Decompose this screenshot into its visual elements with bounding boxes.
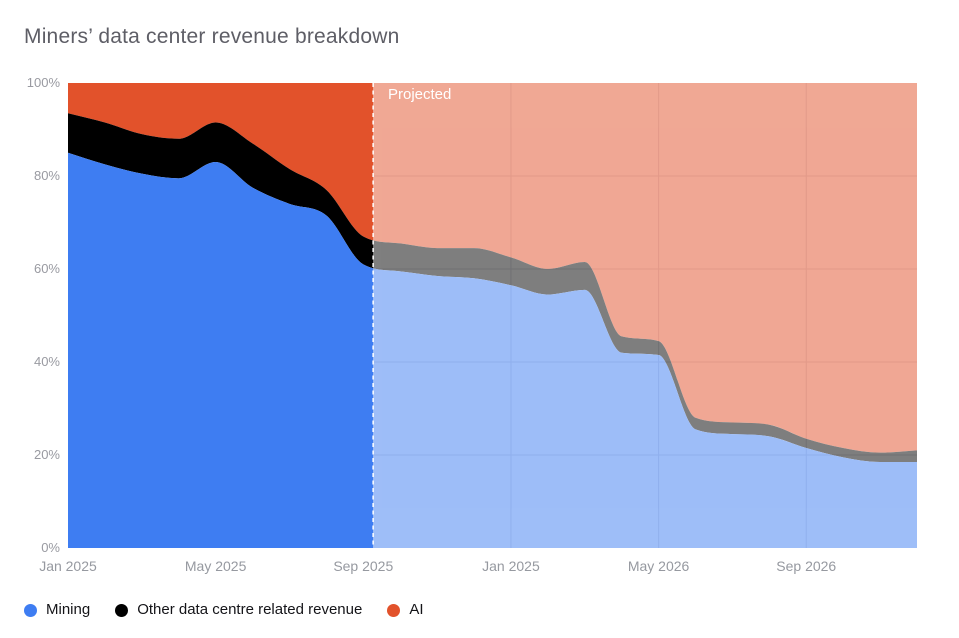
x-axis-tick-label: May 2026 — [627, 558, 690, 574]
x-axis-tick-label: May 2025 — [184, 558, 247, 574]
historical-segment — [68, 83, 374, 548]
area-other-historical — [68, 113, 374, 269]
y-axis-tick-label: 60% — [33, 261, 60, 276]
legend-swatch-other-icon — [115, 603, 129, 617]
legend-item-mining: Mining — [24, 601, 90, 619]
x-axis-tick-label: Jan 2025 — [39, 558, 97, 574]
legend: Mining Other data centre related revenue… — [24, 601, 424, 619]
legend-item-other: Other data centre related revenue — [115, 601, 362, 619]
x-axis-tick-label: Sep 2026 — [776, 558, 837, 574]
x-axis-tick-label: Sep 2025 — [333, 558, 394, 574]
projected-segment — [373, 83, 917, 548]
legend-item-ai: AI — [387, 601, 424, 619]
area-other-projected — [373, 240, 917, 462]
chart-title: Miners’ data center revenue breakdown — [24, 25, 400, 48]
legend-swatch-mining-icon — [24, 603, 37, 617]
legend-label-other: Other data centre related revenue — [137, 601, 363, 618]
area-mining-projected — [373, 268, 917, 548]
y-axis-tick-label: 20% — [33, 447, 60, 462]
legend-label-ai: AI — [409, 601, 424, 618]
area-mining-historical — [68, 152, 374, 548]
y-axis-tick-label: 80% — [33, 168, 60, 183]
legend-label-mining: Mining — [46, 601, 91, 618]
y-axis-tick-label: 100% — [26, 75, 60, 90]
projected-region-label: Projected — [388, 86, 452, 103]
y-axis-tick-label: 0% — [41, 540, 60, 555]
area-ai-projected — [373, 83, 917, 453]
y-axis-tick-label: 40% — [33, 354, 60, 369]
area-ai-historical — [68, 83, 374, 241]
legend-swatch-ai-icon — [387, 603, 401, 617]
x-axis-tick-label: Jan 2025 — [482, 558, 540, 574]
